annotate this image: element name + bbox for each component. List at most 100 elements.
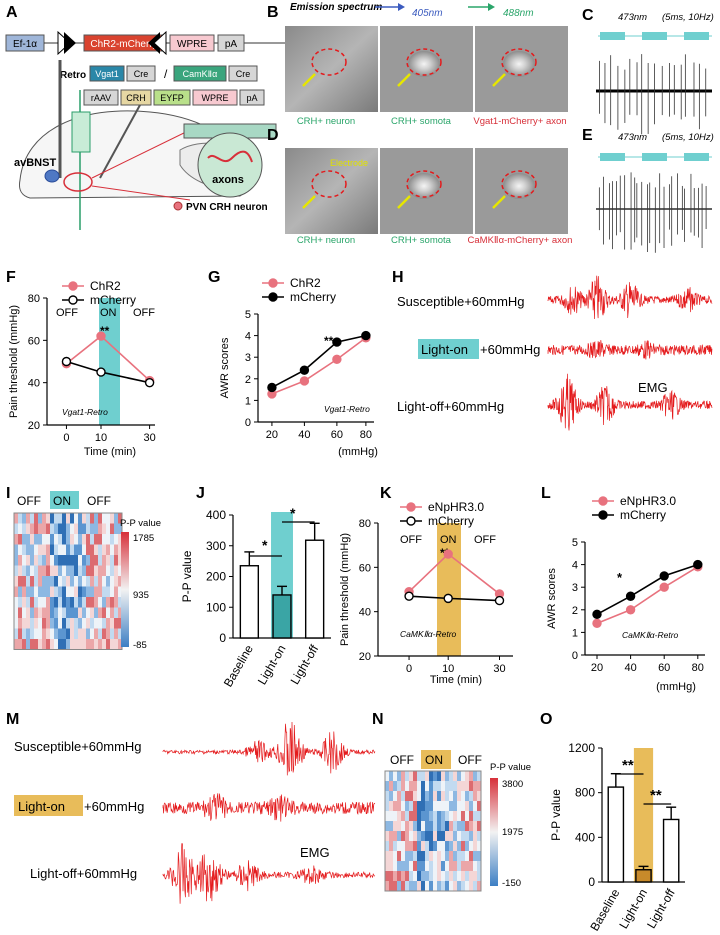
sig-marker: ** <box>324 334 334 348</box>
panel-a: A Ef-1α ChR2-mCherry WPRE pA Retro Vgat1… <box>5 4 290 230</box>
heat-cell <box>473 831 477 841</box>
heat-cell <box>70 565 74 576</box>
vgat1-label: Vgat1 <box>95 69 119 79</box>
heat-cell <box>26 523 30 534</box>
heat-cell <box>70 544 74 555</box>
heat-cell <box>54 544 58 555</box>
wl-405: 405nm <box>412 8 443 19</box>
heat-cell <box>445 831 449 841</box>
heat-cell <box>82 618 86 629</box>
heat-cell <box>429 781 433 791</box>
heat-cell <box>34 544 38 555</box>
heat-cell <box>46 544 50 555</box>
heat-cell <box>437 821 441 831</box>
heat-cell <box>441 771 445 781</box>
heat-cell <box>389 871 393 881</box>
heat-cell <box>421 841 425 851</box>
heat-cell <box>114 544 118 555</box>
wpre-label: WPRE <box>177 39 207 50</box>
heat-cell <box>413 801 417 811</box>
heat-cell <box>433 871 437 881</box>
emg-trace <box>162 843 376 904</box>
heat-cell <box>413 871 417 881</box>
heat-cell <box>461 871 465 881</box>
heat-cell <box>66 628 70 639</box>
panel-letter: D <box>267 127 279 144</box>
heat-cell <box>26 555 30 566</box>
heat-cell <box>433 841 437 851</box>
x-tick-label: 40 <box>624 662 636 674</box>
on-shading <box>50 491 79 509</box>
heat-cell <box>421 861 425 871</box>
heat-cell <box>106 534 110 545</box>
heat-cell <box>393 851 397 861</box>
heat-cell <box>102 597 106 608</box>
heat-cell <box>465 821 469 831</box>
heat-cell <box>405 791 409 801</box>
heat-cell <box>389 831 393 841</box>
heat-cell <box>385 831 389 841</box>
heat-cell <box>118 597 122 608</box>
raav-box <box>83 89 119 106</box>
state-on: ON <box>440 534 457 546</box>
light-on-label: Light-on <box>421 342 468 357</box>
cb-tick: 3800 <box>502 779 523 790</box>
heat-cell <box>433 851 437 861</box>
heat-cell <box>90 565 94 576</box>
heat-cell <box>457 831 461 841</box>
heat-cell <box>74 576 78 587</box>
heat-cell <box>397 781 401 791</box>
heat-cell <box>14 555 18 566</box>
heat-cell <box>114 513 118 524</box>
heat-cell <box>30 597 34 608</box>
heat-cell <box>66 597 70 608</box>
heat-cell <box>102 628 106 639</box>
heat-cell <box>90 628 94 639</box>
heat-cell <box>106 544 110 555</box>
heat-cell <box>114 586 118 597</box>
y-tick-label: 1 <box>572 627 578 639</box>
cb-tick: -85 <box>133 640 147 651</box>
heat-cell <box>66 544 70 555</box>
heat-cell <box>465 801 469 811</box>
heat-cell <box>98 555 102 566</box>
heat-cell <box>86 639 90 650</box>
x-tick-label: Baseline <box>587 886 622 933</box>
heat-cell <box>461 791 465 801</box>
heat-cell <box>469 781 473 791</box>
recording-electrode <box>99 104 141 179</box>
pointer-arrow-icon <box>302 195 316 209</box>
cb-title: P-P value <box>120 518 161 529</box>
x-tick-label: Light-off <box>288 642 322 687</box>
heat-cell <box>102 534 106 545</box>
heat-cell <box>34 534 38 545</box>
legend-label: eNpHR3.0 <box>428 500 484 514</box>
heat-cell <box>429 881 433 891</box>
state-off: OFF <box>390 753 414 767</box>
cre-box <box>126 65 156 82</box>
heat-cell <box>433 881 437 891</box>
heat-cell <box>94 628 98 639</box>
heat-cell <box>14 565 18 576</box>
heat-cell <box>18 607 22 618</box>
micrograph <box>285 148 378 234</box>
legend-marker <box>268 278 278 288</box>
heat-cell <box>78 618 82 629</box>
data-point-mcherry <box>267 382 277 393</box>
heat-cell <box>110 628 114 639</box>
legend-marker <box>406 516 416 526</box>
panel-k: K OFF ON OFF ** CaMKⅡα-Retro 20406080010… <box>339 485 513 686</box>
heat-cell <box>22 513 26 524</box>
heat-cell <box>389 781 393 791</box>
heat-cell <box>42 639 46 650</box>
heat-cell <box>441 861 445 871</box>
data-point-chr2 <box>96 331 106 341</box>
heat-cell <box>453 861 457 871</box>
heat-cell <box>30 534 34 545</box>
heat-cell <box>457 791 461 801</box>
heat-cell <box>409 881 413 891</box>
heat-cell <box>421 881 425 891</box>
heat-cell <box>82 586 86 597</box>
heat-cell <box>74 628 78 639</box>
